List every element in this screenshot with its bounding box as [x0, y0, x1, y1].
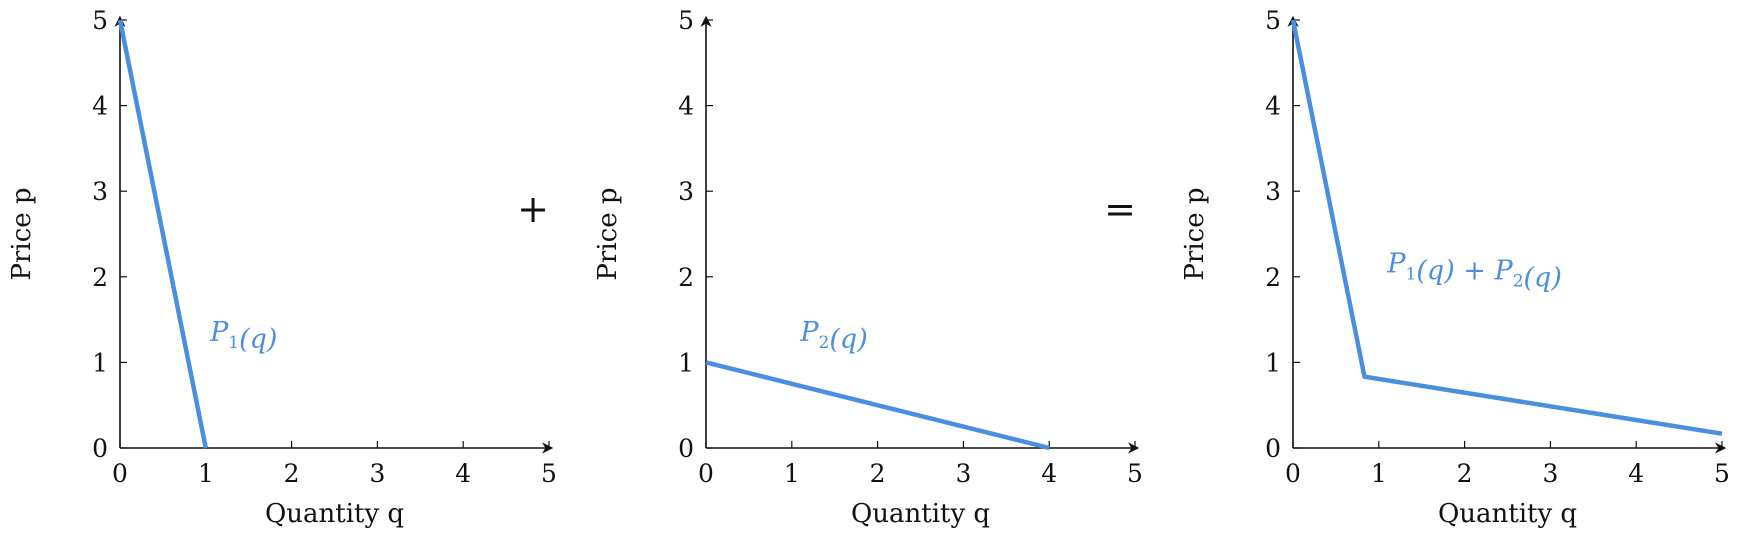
- y-axis-label: Price p: [1180, 187, 1210, 280]
- y-tick-label: 2: [1265, 263, 1281, 292]
- x-tick-label: 2: [870, 459, 886, 488]
- x-tick-label: 4: [1628, 459, 1644, 488]
- y-tick-label: 3: [678, 177, 694, 206]
- y-tick-label: 0: [678, 434, 694, 463]
- x-tick-label: 3: [955, 459, 971, 488]
- series-line-sum: [1290, 19, 1723, 436]
- x-tick-label: 5: [1714, 459, 1730, 488]
- x-axis-label: Quantity q: [1438, 499, 1577, 529]
- y-tick-label: 3: [1265, 177, 1281, 206]
- x-axis-label: Quantity q: [265, 499, 404, 529]
- x-tick-label: 0: [1285, 459, 1301, 488]
- y-tick-label: 1: [1265, 348, 1281, 377]
- x-tick-label: 0: [112, 459, 128, 488]
- x-axis-label: Quantity q: [851, 499, 990, 529]
- chart-panel-sum: 0 1 2 3 4 5 0 1 2 3 4 5 Quantity q Price p P1(q) + P2(…: [1180, 6, 1730, 529]
- x-tick-label: 5: [541, 459, 557, 488]
- series-line-p2: [705, 360, 1050, 451]
- y-tick-label: 4: [678, 92, 694, 121]
- chart-panel-p2: 0 1 2 3 4 5 0 1 2 3 4 5 Quantity q Price p P2(q): [593, 6, 1143, 529]
- y-tick-label: 0: [92, 434, 108, 463]
- y-tick-label: 5: [92, 6, 108, 35]
- x-tick-label: 1: [1371, 459, 1387, 488]
- y-tick-label: 1: [92, 348, 108, 377]
- y-tick-label: 0: [1265, 434, 1281, 463]
- x-tick-label: 1: [198, 459, 214, 488]
- series-label-p2: P2(q): [799, 317, 867, 355]
- y-tick-label: 5: [1265, 6, 1281, 35]
- y-tick-label: 5: [678, 6, 694, 35]
- y-tick-label: 2: [678, 263, 694, 292]
- y-tick-label: 2: [92, 263, 108, 292]
- x-tick-label: 2: [1457, 459, 1473, 488]
- series-label-p1: P1(q): [209, 317, 277, 355]
- x-tick-label: 1: [784, 459, 800, 488]
- series-line-p1: [117, 19, 209, 449]
- y-axis-label: Price p: [593, 187, 623, 280]
- chart-panel-p1: 0 1 2 3 4 5 0 1 2 3 4 5 Quantity q Price p P1(q): [7, 6, 557, 529]
- y-tick-label: 1: [678, 348, 694, 377]
- y-tick-label: 3: [92, 177, 108, 206]
- y-tick-label: 4: [92, 92, 108, 121]
- x-tick-label: 3: [369, 459, 385, 488]
- series-label-sum: P1(q) + P2(q): [1386, 249, 1562, 294]
- y-axis-label: Price p: [7, 187, 37, 280]
- x-tick-label: 4: [455, 459, 471, 488]
- equals-operator: =: [1104, 187, 1136, 231]
- x-tick-label: 4: [1041, 459, 1057, 488]
- plus-operator: +: [517, 187, 549, 231]
- x-tick-label: 5: [1127, 459, 1143, 488]
- x-tick-label: 0: [698, 459, 714, 488]
- y-tick-label: 4: [1265, 92, 1281, 121]
- x-tick-label: 2: [284, 459, 300, 488]
- x-tick-label: 3: [1542, 459, 1558, 488]
